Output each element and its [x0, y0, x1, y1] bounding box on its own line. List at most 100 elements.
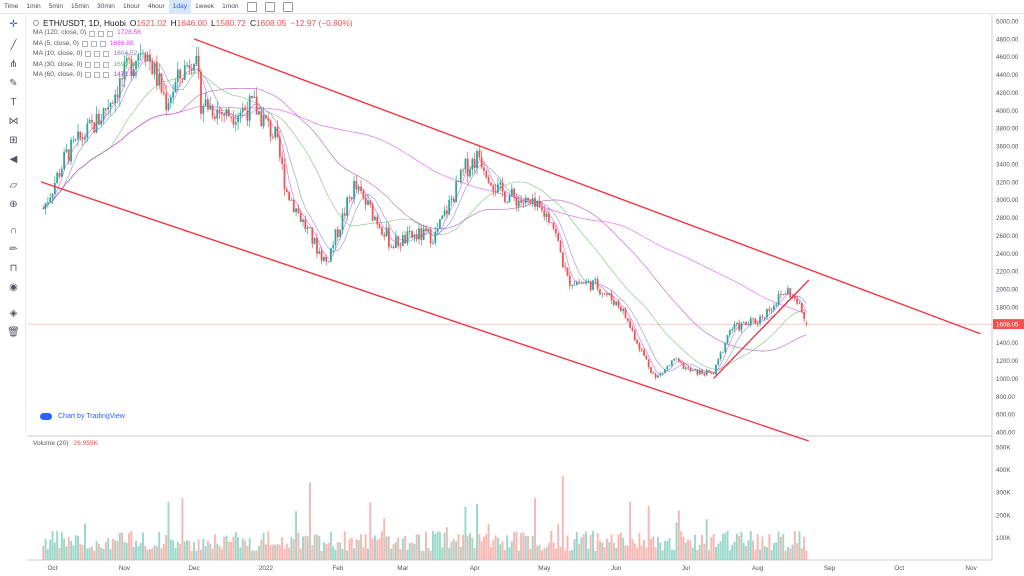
fullscreen-icon[interactable] — [282, 1, 293, 12]
timeframe-1day[interactable]: 1day — [168, 0, 192, 14]
volume-axis-tick: 200K — [996, 512, 1011, 519]
text-icon[interactable]: T — [10, 97, 17, 108]
magnet-icon[interactable]: ∩ — [9, 225, 18, 236]
candle — [429, 228, 432, 244]
timeframe-1week[interactable]: 1week — [195, 2, 215, 10]
volume-bar — [162, 543, 165, 560]
volume-bar — [179, 543, 182, 560]
crosshair-icon[interactable]: ✛ — [9, 19, 18, 30]
ma-settings-icon[interactable] — [90, 41, 97, 48]
ma-value: 1686.88 — [109, 39, 134, 47]
channel-lower-line[interactable] — [40, 181, 809, 442]
candle — [86, 123, 89, 138]
brush-icon[interactable]: ✎ — [9, 78, 18, 89]
volume-bar — [257, 545, 260, 560]
volume-bar — [408, 543, 411, 560]
support-trendline[interactable] — [713, 279, 810, 379]
ma-remove-icon[interactable] — [99, 41, 106, 48]
timeframe-1hour[interactable]: 1hour — [122, 2, 140, 10]
candle — [520, 200, 522, 203]
volume-bar — [255, 550, 258, 560]
timeframe-4hour[interactable]: 4hour — [147, 2, 165, 10]
candle — [265, 115, 267, 119]
ma-label: MA (30, close, 0) — [33, 60, 83, 68]
volume-bar — [283, 548, 286, 560]
volume-bar — [719, 541, 722, 560]
candle — [701, 370, 703, 374]
ma-remove-icon[interactable] — [107, 30, 114, 37]
price-axis-tick: 800.00 — [996, 394, 1015, 401]
timeframe-1mon[interactable]: 1mon — [222, 2, 239, 10]
ma-visibility-icon[interactable] — [89, 30, 96, 37]
layers-icon[interactable]: ◈ — [9, 308, 18, 319]
ma-remove-icon[interactable] — [103, 72, 110, 79]
candle — [179, 69, 181, 79]
volume-bar — [262, 533, 265, 560]
pattern-icon[interactable]: ⋈ — [8, 116, 19, 127]
candle — [800, 303, 803, 312]
candle — [121, 78, 123, 80]
candle — [633, 330, 636, 340]
candle — [118, 78, 121, 98]
candle — [571, 285, 574, 286]
volume-bar — [77, 535, 80, 560]
ma-visibility-icon[interactable] — [85, 72, 92, 79]
channel-upper-line[interactable] — [193, 38, 981, 335]
lock-icon[interactable]: ⊓ — [9, 263, 18, 274]
candle — [248, 96, 251, 121]
volume-bar — [204, 545, 207, 560]
ruler-icon[interactable]: ▱ — [9, 180, 18, 191]
timeframe-5min[interactable]: 5min — [48, 2, 64, 10]
ma-settings-icon[interactable] — [94, 72, 101, 79]
candle — [343, 213, 346, 216]
time-axis-tick: Oct — [48, 565, 58, 572]
back-arrow-icon[interactable]: ◀ — [9, 154, 18, 165]
price-axis-tick: 400.00 — [996, 430, 1015, 437]
volume-bar — [708, 550, 710, 560]
zoom-icon[interactable]: ⊕ — [9, 199, 18, 210]
candle — [777, 294, 780, 305]
volume-bar — [745, 546, 748, 560]
ma-remove-icon[interactable] — [103, 61, 110, 68]
ma-visibility-icon[interactable] — [85, 51, 92, 58]
candle — [517, 200, 520, 207]
ma-remove-icon[interactable] — [103, 51, 110, 58]
volume-bar — [455, 541, 458, 560]
candle — [299, 213, 302, 223]
candle — [552, 222, 555, 229]
timeframe-1min[interactable]: 1min — [26, 2, 41, 10]
volume-bar — [615, 547, 618, 560]
volume-bar — [42, 545, 45, 560]
timeframe-30min[interactable]: 30min — [96, 2, 115, 10]
low-label: L — [210, 18, 216, 28]
eye-icon[interactable]: ◉ — [9, 282, 18, 293]
ma-settings-icon[interactable] — [94, 61, 101, 68]
candle — [432, 242, 434, 244]
tradingview-watermark[interactable]: Chart by TradingView — [40, 413, 125, 420]
ma-visibility-icon[interactable] — [81, 41, 88, 48]
timeframe-15min[interactable]: 15min — [71, 2, 89, 10]
trend-line-icon[interactable]: ╱ — [10, 40, 17, 51]
candle — [742, 322, 745, 323]
volume-bar — [79, 543, 82, 560]
candle — [687, 367, 689, 369]
trash-icon[interactable]: 🗑 — [7, 327, 20, 338]
settings-icon[interactable] — [264, 1, 275, 12]
candle — [647, 359, 650, 367]
indicator-icon[interactable] — [246, 1, 257, 12]
candle — [51, 193, 54, 198]
lock-drawing-icon[interactable]: ✏ — [9, 244, 18, 255]
candle — [455, 181, 458, 203]
candle — [594, 279, 597, 281]
pitchfork-icon[interactable]: ⋔ — [9, 59, 18, 70]
timeframe-time[interactable]: Time — [4, 2, 19, 10]
ma-visibility-icon[interactable] — [85, 61, 92, 68]
measure-icon[interactable]: ⊞ — [9, 135, 18, 146]
ma-settings-icon[interactable] — [98, 30, 105, 37]
volume-bar — [789, 548, 792, 560]
ma-settings-icon[interactable] — [94, 51, 101, 58]
volume-bar — [768, 534, 771, 560]
candle — [267, 118, 270, 121]
candle — [592, 280, 594, 291]
